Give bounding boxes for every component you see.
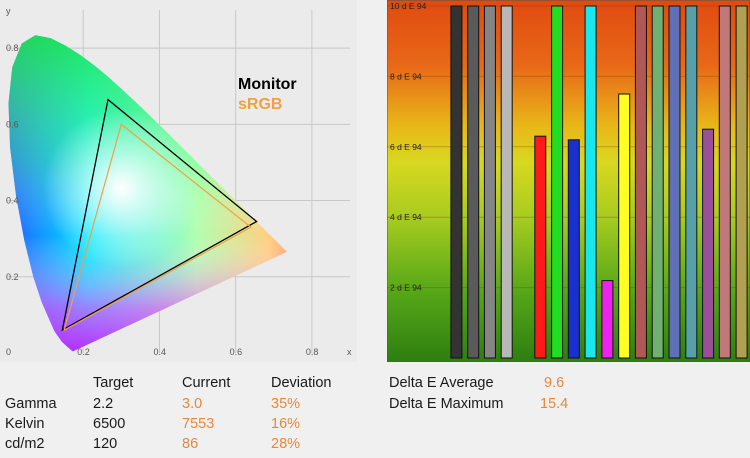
delta-e-y-tick-label: 4 d E 94: [390, 212, 422, 222]
delta-e-bar: [500, 5, 513, 359]
cie-y-tick-label: 0.2: [6, 272, 19, 282]
stats-row-target: 6500: [93, 416, 126, 432]
delta-e-bar: [685, 5, 698, 359]
legend-srgb: sRGB: [238, 96, 282, 113]
stats-row-deviation: 35%: [271, 396, 301, 412]
delta-e-bar: [618, 93, 631, 359]
stats-row-target: 2.2: [93, 396, 114, 412]
delta-e-bar: [668, 5, 681, 359]
cie-origin-label: 0: [6, 347, 11, 357]
delta-e-y-tick-label: 10 d E 94: [390, 1, 427, 11]
stats-header-current: Current: [182, 375, 231, 391]
calibration-stats-table: Target Current Deviation Gamma 2.2 3.0 3…: [0, 373, 380, 458]
delta-e-bar: [534, 135, 547, 359]
delta-e-bars: [450, 5, 748, 359]
cie-y-tick-label: 0.4: [6, 196, 19, 206]
cie-x-tick-label: 0.6: [230, 347, 243, 357]
cie-y-tick-label: 0.8: [6, 43, 19, 53]
delta-e-bar: [735, 5, 748, 359]
cie-x-tick-label: 0.2: [77, 347, 90, 357]
stats-header-target: Target: [93, 375, 134, 391]
delta-e-bar: [651, 5, 664, 359]
delta-e-bar: [450, 5, 463, 359]
delta-e-average-value: 9.6: [544, 375, 565, 391]
delta-e-chart: 2 d E 94 4 d E 94 6 d E 94 8 d E 94 10 d E 9…: [386, 0, 750, 363]
stats-row-current: 7553: [182, 416, 215, 432]
delta-e-y-tick-label: 2 d E 94: [390, 283, 422, 293]
cie-ticks: 0.2 0.2 0.4 0.4 0.6 0.6 0.8 0.8: [6, 43, 318, 357]
delta-e-bar: [718, 5, 731, 359]
delta-e-bar: [567, 139, 580, 359]
delta-e-bar: [601, 280, 614, 359]
delta-e-y-tick-label: 6 d E 94: [390, 142, 422, 152]
delta-e-bar: [551, 5, 564, 359]
cie-gamut-svg: 0.2 0.2 0.4 0.4 0.6 0.6 0.8 0.8 y x 0 Monitor s…: [0, 0, 357, 362]
stats-row-current: 86: [182, 436, 199, 452]
delta-e-bar: [483, 5, 496, 359]
stats-row-current: 3.0: [182, 396, 203, 412]
delta-e-average-label: Delta E Average: [389, 375, 494, 391]
legend-monitor: Monitor: [238, 76, 297, 93]
delta-e-bar: [634, 5, 647, 359]
delta-e-summary: Delta E Average 9.6 Delta E Maximum 15.4: [388, 373, 688, 423]
delta-e-bar: [702, 128, 715, 359]
stats-row-deviation: 16%: [271, 416, 301, 432]
cie-gamut-chart: 0.2 0.2 0.4 0.4 0.6 0.6 0.8 0.8 y x 0 Monitor s…: [0, 0, 357, 362]
delta-e-maximum-value: 15.4: [540, 396, 569, 412]
cie-y-tick-label: 0.6: [6, 119, 19, 129]
monitor-gamut-triangle: [61, 98, 258, 332]
stats-row-deviation: 28%: [271, 436, 301, 452]
delta-e-y-tick-label: 8 d E 94: [390, 71, 422, 81]
delta-e-maximum-label: Delta E Maximum: [389, 396, 504, 412]
cie-x-tick-label: 0.4: [153, 347, 166, 357]
delta-e-svg: 2 d E 94 4 d E 94 6 d E 94 8 d E 94 10 d E 9…: [386, 0, 750, 363]
cie-x-tick-label: 0.8: [306, 347, 319, 357]
stats-row-label: cd/m2: [5, 436, 45, 452]
delta-e-bar: [584, 5, 597, 359]
stats-header-deviation: Deviation: [271, 375, 332, 391]
cie-y-axis-label: y: [6, 6, 11, 16]
srgb-gamut-triangle: [63, 123, 252, 332]
stats-row-target: 120: [93, 436, 118, 452]
delta-e-ticks: 2 d E 94 4 d E 94 6 d E 94 8 d E 94 10 d E 9…: [390, 1, 427, 293]
stats-row-label: Kelvin: [5, 416, 45, 432]
stats-row-label: Gamma: [5, 396, 57, 412]
cie-x-axis-label: x: [347, 347, 352, 357]
delta-e-bar: [467, 5, 480, 359]
